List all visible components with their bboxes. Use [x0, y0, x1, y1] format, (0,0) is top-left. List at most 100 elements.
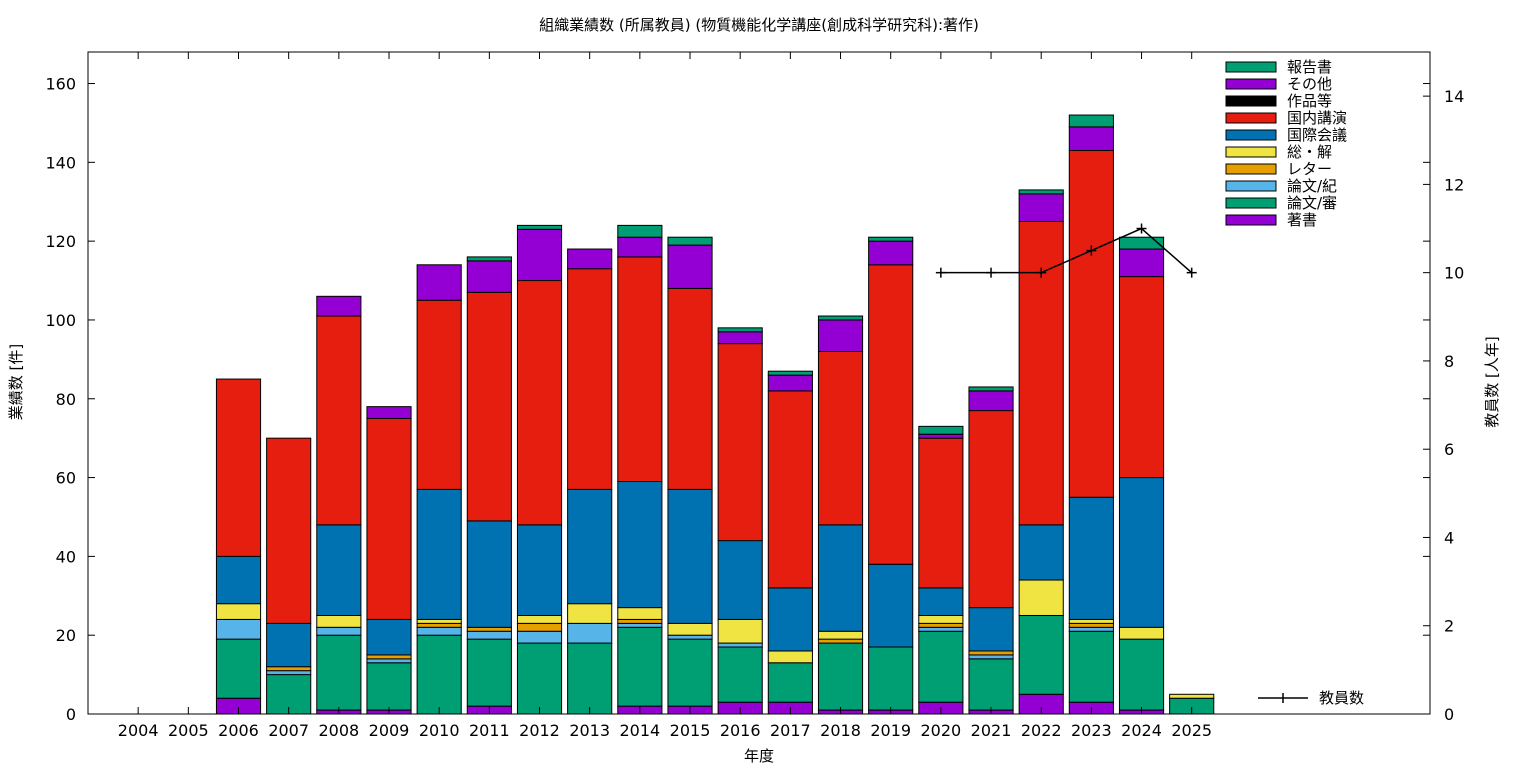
bar-segment-2009 [366, 658, 412, 664]
bar-segment-2022 [1018, 220, 1064, 526]
y-axis-ticks: 0 20 40 60 80 100 120 140 160 [45, 75, 1430, 724]
x-tick-label: 2005 [168, 721, 209, 740]
bar-segment-2023 [1068, 114, 1114, 128]
bar-segment-2017 [767, 390, 813, 589]
legend-label: 総・解 [1287, 143, 1332, 161]
legend-swatch [1225, 95, 1277, 107]
bar-segment-2021 [968, 386, 1014, 392]
bar-segment-2015 [667, 634, 713, 640]
legend-swatch [1225, 214, 1277, 226]
legend-label: 論文/紀 [1287, 177, 1337, 195]
y2-tick-label: 8 [1444, 352, 1454, 371]
bar-segment-2011 [466, 626, 512, 632]
line-layer [935, 223, 1197, 278]
x-tick-label: 2013 [569, 721, 610, 740]
y-axis-label: 業績数 [件] [7, 344, 25, 420]
bar-segment-2016 [717, 331, 763, 345]
bar-segment-2008 [316, 295, 362, 317]
bar-segment-2014 [617, 618, 663, 624]
bar-segment-2017 [767, 662, 813, 703]
x-tick-label: 2004 [118, 721, 159, 740]
bar-segment-2018 [817, 350, 864, 526]
bar-segment-2010 [416, 488, 462, 620]
bar-segment-2013 [567, 642, 613, 715]
x-axis-label: 年度 [744, 747, 774, 765]
bar-segment-2023 [1068, 126, 1114, 152]
line-faculty-count [940, 227, 1193, 274]
y2-tick-label: 4 [1444, 528, 1454, 547]
legend-swatch [1225, 61, 1277, 73]
bar-segment-2013 [567, 488, 613, 605]
legend-label: 報告書 [1287, 58, 1332, 76]
bar-segment-2008 [316, 634, 362, 711]
legend-label: 国内講演 [1287, 109, 1347, 127]
bar-segment-2009 [366, 406, 412, 419]
legend-swatch [1225, 180, 1277, 192]
bar-segment-2015 [667, 236, 713, 246]
bar-segment-2020 [918, 437, 964, 589]
bar-segment-2021 [968, 410, 1014, 609]
bar-segment-2017 [767, 587, 813, 652]
bar-segment-2024 [1118, 248, 1165, 278]
bar-segment-2022 [1018, 193, 1064, 222]
x-tick-label: 2025 [1171, 721, 1212, 740]
bar-segment-2009 [366, 618, 412, 656]
bar-segment-2019 [868, 264, 914, 565]
bar-segment-2018 [817, 638, 864, 644]
bar-segment-2021 [968, 607, 1014, 652]
bar-segment-2015 [667, 244, 713, 289]
bar-segment-2009 [366, 654, 412, 660]
bar-segment-2019 [868, 646, 914, 711]
bar-segment-2021 [968, 650, 1014, 656]
bar-segment-2018 [817, 630, 864, 640]
y2-tick-label: 6 [1444, 440, 1454, 459]
x-tick-label: 2012 [519, 721, 560, 740]
x-tick-label: 2023 [1071, 721, 1112, 740]
x-tick-label: 2016 [720, 721, 761, 740]
chart-title: 組織業績数 (所属教員) (物質機能化学講座(創成科学研究科):著作) [539, 16, 979, 34]
bar-segment-2024 [1118, 236, 1165, 250]
bar-segment-2013 [567, 248, 613, 270]
y-tick-label: 20 [56, 626, 76, 645]
bar-segment-2020 [918, 587, 964, 616]
bar-segment-2016 [717, 642, 763, 648]
bar-segment-2024 [1118, 276, 1165, 479]
x-tick-label: 2021 [971, 721, 1012, 740]
bar-segment-2018 [817, 524, 864, 632]
bar-segment-2009 [366, 662, 412, 711]
bar-segment-2010 [416, 622, 462, 628]
x-tick-label: 2019 [870, 721, 911, 740]
legend-label: レター [1287, 160, 1332, 178]
bar-segment-2016 [717, 646, 763, 703]
y2-axis-label: 教員数 [人年] [1483, 336, 1501, 427]
bar-segment-2022 [1018, 579, 1064, 616]
legend-line-label: 教員数 [1319, 689, 1364, 707]
bar-segment-2022 [1018, 189, 1064, 195]
y-tick-label: 40 [56, 547, 76, 566]
legend-label: 論文/審 [1287, 194, 1337, 212]
bar-segment-2017 [767, 370, 813, 376]
bar-segment-2016 [717, 327, 763, 333]
bar-segment-2013 [567, 268, 613, 490]
bar-segment-2013 [567, 603, 613, 624]
bar-segment-2016 [717, 540, 763, 620]
bar-segment-2006 [215, 618, 262, 640]
bar-segment-2012 [516, 642, 563, 715]
bar-segment-2007 [266, 666, 312, 672]
y-tick-label: 140 [45, 153, 76, 172]
bar-segment-2006 [215, 603, 262, 620]
bar-segment-2014 [617, 607, 663, 620]
legend-label: 国際会議 [1287, 126, 1347, 144]
y-tick-label: 160 [45, 75, 76, 94]
bar-segment-2007 [266, 670, 312, 676]
bar-segment-2010 [416, 634, 462, 715]
bar-segment-2020 [918, 433, 964, 439]
x-tick-label: 2018 [820, 721, 861, 740]
bar-segment-2023 [1068, 618, 1114, 624]
x-tick-label: 2022 [1021, 721, 1062, 740]
bars-layer [215, 114, 1215, 715]
y2-tick-label: 14 [1444, 87, 1464, 106]
y2-tick-label: 12 [1444, 175, 1464, 194]
